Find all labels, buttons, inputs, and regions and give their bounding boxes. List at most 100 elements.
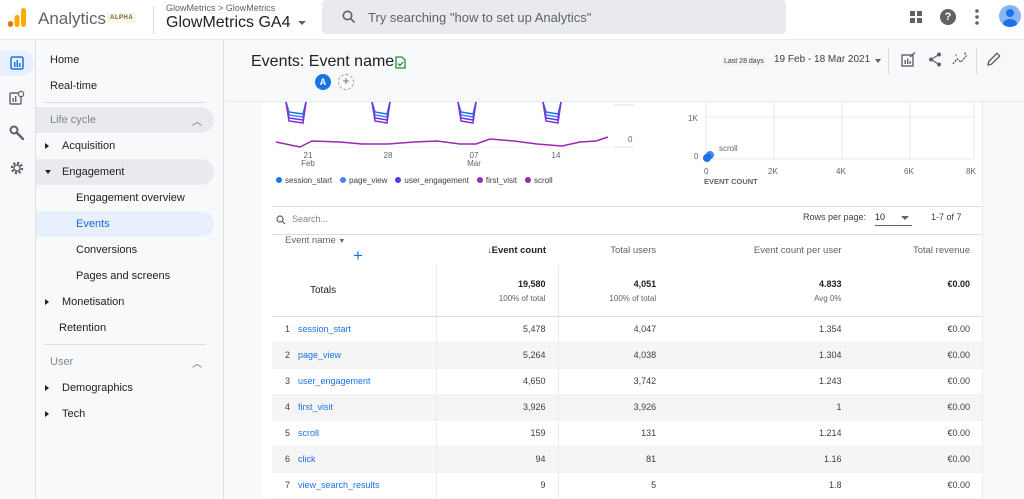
table-row[interactable]: 5 scroll 159 131 1.214 €0.00 (272, 420, 982, 447)
avatar[interactable] (999, 5, 1021, 27)
search-bar[interactable]: Try searching "how to set up Analytics" (322, 0, 786, 34)
series-line-scroll (275, 136, 609, 148)
legend-item[interactable]: user_engagement (395, 176, 469, 185)
legend-item[interactable]: page_view (340, 176, 387, 185)
apps-grid-icon[interactable] (910, 11, 922, 23)
totals-total-users: 4,051 100% of total (558, 266, 669, 317)
add-comparison-button[interactable]: + (338, 74, 354, 90)
collapse-arrow-icon (45, 170, 51, 174)
divider (272, 206, 982, 207)
nav-section-user[interactable]: User ︿ (36, 349, 214, 375)
table-row[interactable]: 3 user_engagement 4,650 3,742 1.243 €0.00 (272, 368, 982, 395)
legend-swatch (525, 177, 532, 183)
chevron-down-icon[interactable] (875, 59, 881, 63)
revenue-cell: €0.00 (853, 316, 982, 343)
share-icon[interactable] (928, 52, 942, 67)
account-breadcrumb[interactable]: GlowMetrics > GlowMetrics (166, 3, 276, 13)
revenue-cell: €0.00 (853, 342, 982, 369)
property-selector[interactable]: GlowMetrics GA4 (166, 14, 291, 31)
revenue-cell: €0.00 (853, 394, 982, 421)
date-range-picker[interactable]: 19 Feb - 18 Mar 2021 (774, 54, 871, 65)
alpha-badge: ALPHA (107, 13, 137, 23)
scatter-point[interactable] (704, 153, 712, 161)
comparison-badge[interactable]: A (315, 74, 331, 90)
nav-realtime[interactable]: Real-time (36, 73, 214, 99)
event-name-link[interactable]: click (298, 446, 437, 473)
nav-conversions[interactable]: Conversions (36, 237, 214, 263)
nav-section-lifecycle[interactable]: Life cycle ︿ (36, 107, 214, 133)
event-count-cell: 3,926 (436, 394, 559, 421)
legend-item[interactable]: scroll (525, 176, 553, 185)
table-row[interactable]: 6 click 94 81 1.16 €0.00 (272, 446, 982, 473)
header-label: Event count (491, 245, 546, 256)
nav-home[interactable]: Home (36, 47, 214, 73)
legend-label: scroll (534, 176, 553, 185)
nav-label: User (50, 356, 74, 368)
nav-pages-screens[interactable]: Pages and screens (36, 263, 214, 289)
table-row[interactable]: 4 first_visit 3,926 3,926 1 €0.00 (272, 394, 982, 421)
totals-row: Totals 19,580 100% of total 4,051 100% of … (272, 266, 982, 317)
event-name-link[interactable]: session_start (298, 316, 437, 343)
column-header-event-name[interactable]: Event name ▼ + (272, 235, 436, 266)
nav-retention[interactable]: Retention (36, 315, 214, 341)
nav-acquisition[interactable]: Acquisition (36, 133, 214, 159)
divider (976, 48, 977, 74)
row-index: 6 (272, 446, 298, 473)
explore-icon (9, 90, 25, 105)
legend-swatch (276, 177, 282, 183)
revenue-cell: €0.00 (853, 420, 982, 447)
rail-reports[interactable] (0, 50, 34, 76)
report-status-icon[interactable] (395, 56, 406, 69)
rail-configure[interactable] (0, 120, 34, 146)
value: €0.00 (947, 278, 970, 289)
add-dimension-icon[interactable]: + (353, 246, 363, 265)
nav-label: Monetisation (62, 296, 125, 308)
search-input[interactable]: Try searching "how to set up Analytics" (368, 10, 592, 25)
y-tick-label: 0 (694, 152, 699, 161)
event-name-link[interactable]: first_visit (298, 394, 437, 421)
column-header-event-count-per-user[interactable]: Event count per user (668, 235, 853, 266)
x-tick-month: Feb (301, 159, 315, 168)
event-name-link[interactable]: user_engagement (298, 368, 437, 395)
table-row[interactable]: 7 view_search_results 9 5 1.8 €0.00 (272, 472, 982, 499)
totals-revenue: €0.00 (853, 266, 982, 317)
gear-icon (10, 161, 24, 175)
expand-arrow-icon (45, 143, 49, 149)
event-name-link[interactable]: scroll (298, 420, 437, 447)
event-count-cell: 159 (436, 420, 559, 447)
chevron-down-icon[interactable] (298, 21, 306, 25)
total-users-cell: 4,038 (558, 342, 669, 369)
help-icon[interactable]: ? (940, 9, 956, 25)
total-users-cell: 131 (558, 420, 669, 447)
nav-monetisation[interactable]: Monetisation (36, 289, 214, 315)
table-row[interactable]: 1 session_start 5,478 4,047 1.354 €0.00 (272, 316, 982, 343)
nav-engagement[interactable]: Engagement (36, 159, 214, 185)
legend-item[interactable]: first_visit (476, 176, 517, 185)
rows-per-page-select[interactable]: 10 (875, 212, 912, 226)
column-header-event-count[interactable]: ↓Event count (436, 235, 558, 266)
column-header-total-users[interactable]: Total users (558, 235, 668, 266)
report-card: 0 21 Feb 28 07 Mar 14 session_start page_view u… (262, 102, 982, 499)
insights-icon[interactable] (952, 52, 969, 67)
more-vert-icon[interactable] (975, 9, 979, 25)
event-count-cell: 5,478 (436, 316, 559, 343)
chevron-down-icon[interactable] (901, 216, 909, 220)
nav-tech[interactable]: Tech (36, 401, 214, 427)
column-header-total-revenue[interactable]: Total revenue (854, 235, 982, 266)
event-name-link[interactable]: view_search_results (298, 472, 437, 499)
legend-item[interactable]: session_start (276, 176, 332, 185)
event-name-link[interactable]: page_view (298, 342, 437, 369)
x-tick-label: 8K (966, 167, 976, 176)
nav-events[interactable]: Events (36, 211, 214, 237)
edit-pencil-icon[interactable] (987, 52, 1001, 66)
table-row[interactable]: 2 page_view 5,264 4,038 1.304 €0.00 (272, 342, 982, 369)
nav-demographics[interactable]: Demographics (36, 375, 214, 401)
table-search-input[interactable]: Search... (292, 214, 329, 224)
nav-engagement-overview[interactable]: Engagement overview (36, 185, 214, 211)
rail-admin[interactable] (0, 155, 34, 181)
subtext (854, 294, 970, 303)
rail-explore[interactable] (0, 85, 34, 111)
customize-report-icon[interactable] (901, 52, 916, 67)
chevron-down-icon: ▼ (338, 238, 346, 245)
nav-label: Tech (62, 408, 86, 420)
